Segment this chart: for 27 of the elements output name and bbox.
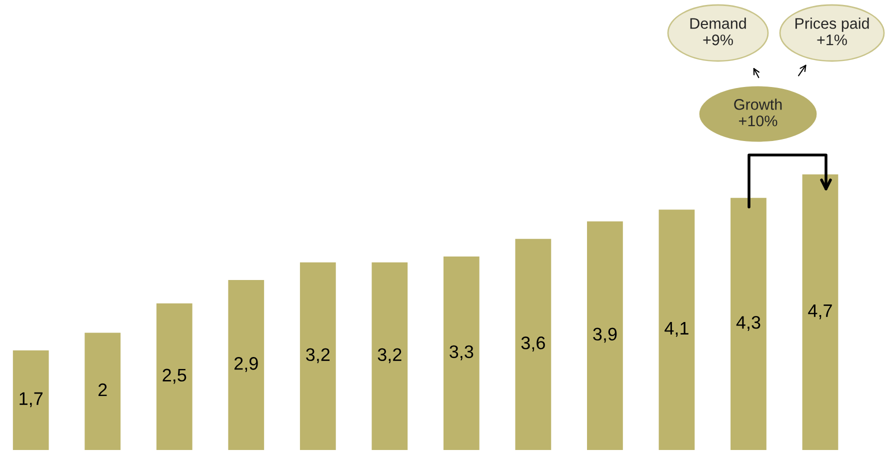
data-label: 2,5: [162, 368, 186, 384]
bar: [372, 262, 408, 450]
bar: [515, 238, 552, 450]
data-label: 4,3: [736, 316, 760, 331]
bar: [228, 280, 264, 450]
bar: [658, 210, 695, 450]
data-label: 1,7: [20, 392, 42, 408]
data-label: 3,9: [593, 328, 617, 343]
data-label: 3,2: [378, 348, 402, 364]
text: Demand +9%: [690, 18, 746, 46]
bar: [443, 256, 480, 450]
data-label: 3,2: [306, 348, 330, 364]
bar: [84, 332, 121, 450]
bar: [802, 174, 838, 450]
bar: [12, 350, 49, 450]
bar: [156, 303, 192, 450]
data-label: 4,1: [664, 322, 688, 337]
data-label: 3,3: [450, 345, 474, 360]
data-label: 2: [98, 383, 107, 396]
data-label: 4,7: [808, 304, 832, 320]
data-label: 2,9: [234, 357, 258, 372]
text: Growth +10%: [734, 98, 782, 126]
bar: [730, 198, 766, 450]
bar: [300, 262, 336, 450]
text: Prices paid +1%: [795, 18, 869, 46]
data-label: 3,6: [521, 336, 545, 352]
bar: [587, 221, 623, 450]
